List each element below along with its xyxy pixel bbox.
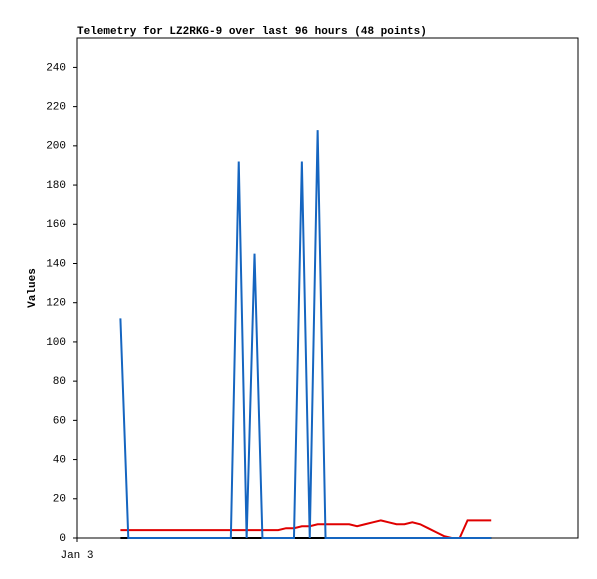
y-tick-label: 200 <box>46 141 66 153</box>
y-tick-label: 120 <box>46 298 66 310</box>
y-tick-label: 60 <box>53 415 66 427</box>
y-tick-label: 0 <box>59 533 66 545</box>
plot-frame <box>76 37 579 539</box>
y-tick-label: 40 <box>53 454 66 466</box>
y-tick-label: 240 <box>46 62 66 74</box>
series-line <box>120 519 492 539</box>
y-tick-label: 20 <box>53 494 66 506</box>
x-tick-label: Jan 3 <box>60 550 93 562</box>
y-axis-label: Values <box>27 268 39 308</box>
chart-title: Telemetry for LZ2RKG-9 over last 96 hour… <box>77 26 427 38</box>
y-tick-label: 220 <box>46 102 66 114</box>
y-tick-label: 80 <box>53 376 66 388</box>
y-tick-label: 100 <box>46 337 66 349</box>
y-tick-label: 140 <box>46 258 66 270</box>
series-line <box>119 130 492 539</box>
y-tick-label: 180 <box>46 180 66 192</box>
y-tick-label: 160 <box>46 219 66 231</box>
